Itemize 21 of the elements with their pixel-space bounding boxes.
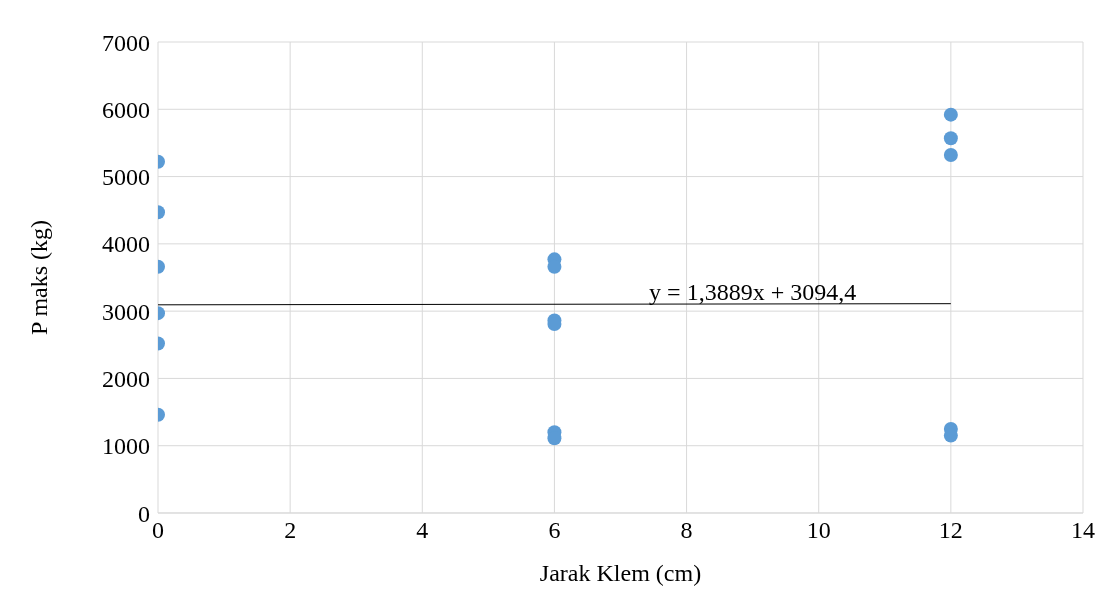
point xyxy=(943,107,958,122)
y-tick-label: 3000 xyxy=(102,298,150,325)
x-axis-title: Jarak Klem (cm) xyxy=(539,560,702,586)
y-tick-label: 0 xyxy=(138,500,150,527)
x-tick-label: 10 xyxy=(806,517,831,544)
x-tick-label: 14 xyxy=(1071,517,1095,544)
y-tick-label: 5000 xyxy=(102,164,150,191)
y-tick-label: 7000 xyxy=(102,29,150,56)
y-tick-label: 2000 xyxy=(102,365,150,392)
annotation: y = 1,3889x + 3094,4 xyxy=(649,278,857,305)
point xyxy=(943,148,958,163)
x-tick-label: 2 xyxy=(284,517,297,544)
x-tick-label: 6 xyxy=(548,517,561,544)
y-axis-title: P maks (kg) xyxy=(25,219,52,336)
y-tick-label: 4000 xyxy=(102,231,150,258)
x-tick-label: 12 xyxy=(938,517,963,544)
x-tick-label: 4 xyxy=(416,517,429,544)
x-tick-label: 8 xyxy=(680,517,693,544)
point xyxy=(943,131,958,146)
y-tick-label: 1000 xyxy=(102,433,150,460)
y-tick-label: 6000 xyxy=(102,96,150,123)
